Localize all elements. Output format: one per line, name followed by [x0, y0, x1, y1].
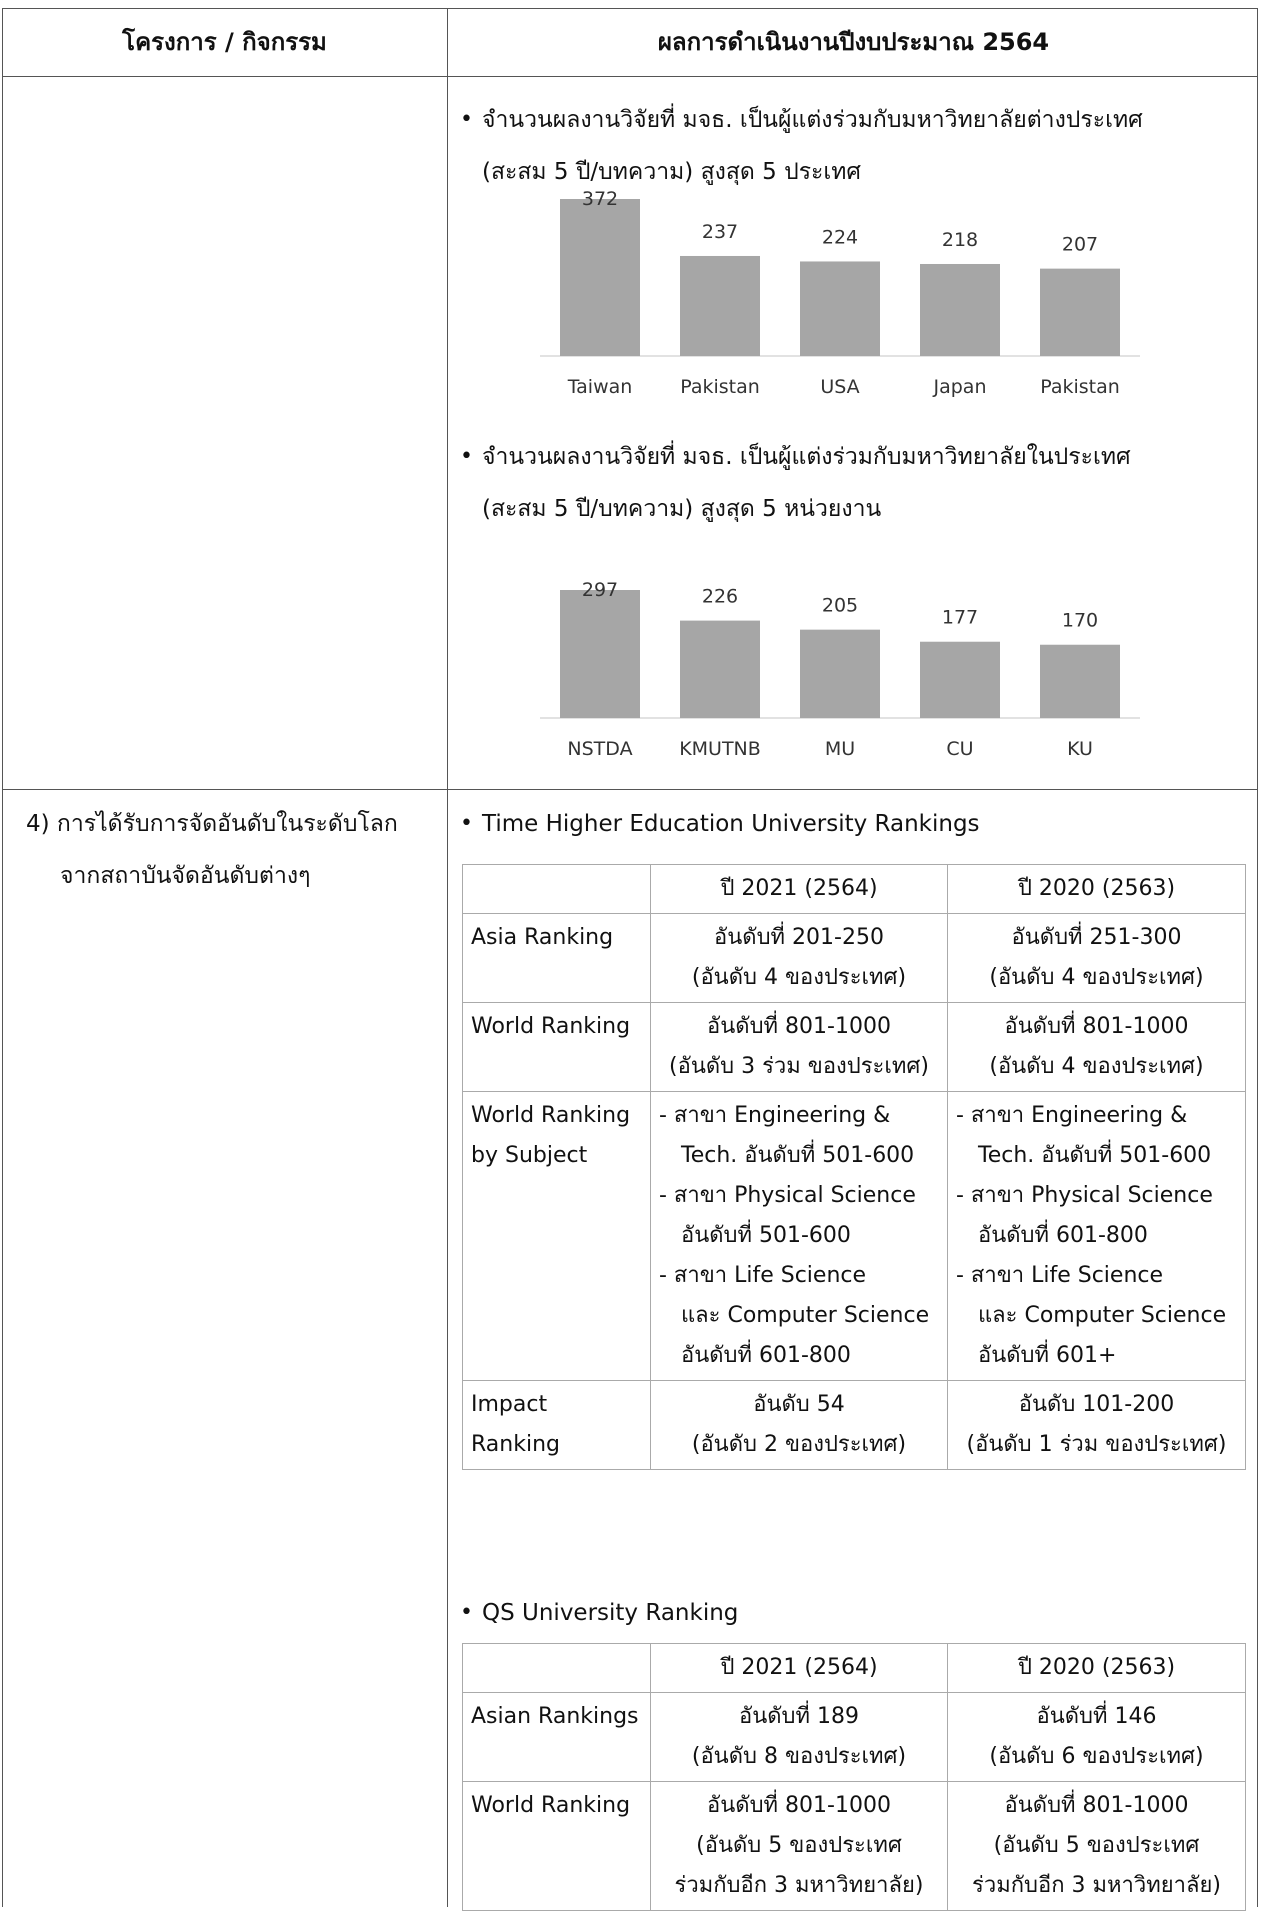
the-title: Time Higher Education University Ranking… — [482, 811, 980, 837]
qs-cell-2021: อันดับที่ 801-1000 (อันดับ 5 ของประเทศ ร่ว… — [650, 1781, 948, 1911]
tick-label-2: USA — [820, 376, 859, 398]
the-row: Impact Ranking อันดับ 54 (อันดับ 2 ของประเท… — [462, 1380, 1246, 1470]
column-divider — [447, 8, 448, 1907]
bar-2 — [800, 629, 880, 718]
the-cell-2021: - สาขา Engineering & Tech. อันดับที่ 501-… — [650, 1091, 948, 1381]
tick-label-2: MU — [825, 738, 855, 760]
the-row-label: World Ranking — [462, 1002, 651, 1092]
bar-0 — [560, 199, 640, 356]
data-label-0: 297 — [582, 579, 618, 601]
domestic-title-line1: จำนวนผลงานวิจัยที่ มจธ. เป็นผู้แต่งร่วมก… — [482, 444, 1131, 470]
tick-label-1: Pakistan — [680, 376, 760, 398]
bar-3 — [920, 263, 1000, 356]
tick-label-3: Japan — [933, 376, 987, 398]
bar-1 — [680, 620, 760, 718]
domestic-title-line2: (สะสม 5 ปี/บทความ) สูงสุด 5 หน่วยงาน — [482, 496, 882, 522]
item4-line1: 4) การได้รับการจัดอันดับในระดับโลก — [26, 811, 398, 837]
qs-row-label: Asian Rankings — [462, 1692, 651, 1782]
data-label-0: 372 — [582, 188, 618, 210]
the-row-label: Impact Ranking — [462, 1380, 651, 1470]
tick-label-0: NSTDA — [567, 738, 632, 760]
the-row: World Ranking อันดับที่ 801-1000 (อันดับ 3… — [462, 1002, 1246, 1092]
the-row-label: World Ranking by Subject — [462, 1091, 651, 1381]
the-row: World Ranking by Subject - สาขา Engineerin… — [462, 1091, 1246, 1381]
data-label-4: 170 — [1062, 610, 1098, 632]
header-divider — [2, 76, 1258, 77]
qs-title: QS University Ranking — [482, 1600, 739, 1626]
bullet-qs: • — [460, 1600, 473, 1625]
bullet-intl: • — [460, 107, 473, 132]
the-head-cell-0 — [462, 864, 651, 914]
intl-coauthor-bar-chart: 372 Taiwan 237 Pakistan 224 USA 218 Japan 207 Pak… — [540, 185, 1160, 405]
the-cell-2020: อันดับ 101-200 (อันดับ 1 ร่วม ของประเทศ) — [947, 1380, 1246, 1470]
tick-label-4: KU — [1067, 738, 1093, 760]
header-performance-2564: ผลการดำเนินงานปีงบประมาณ 2564 — [657, 28, 1050, 56]
bar-4 — [1040, 644, 1120, 718]
the-cell-2020: อันดับที่ 801-1000 (อันดับ 4 ของประเทศ) — [947, 1002, 1246, 1092]
data-label-1: 226 — [702, 586, 738, 608]
bar-0 — [560, 590, 640, 718]
the-cell-2021: อันดับ 54 (อันดับ 2 ของประเทศ) — [650, 1380, 948, 1470]
qs-row: World Ranking อันดับที่ 801-1000 (อันดับ 5… — [462, 1781, 1246, 1911]
the-row: Asia Ranking อันดับที่ 201-250 (อันดับ 4 ข… — [462, 913, 1246, 1003]
intl-chart-svg: 372 Taiwan 237 Pakistan 224 USA 218 Japan 207 Pak… — [540, 188, 1140, 398]
data-label-1: 237 — [702, 221, 738, 243]
tick-label-4: Pakistan — [1040, 376, 1120, 398]
qs-head-cell-1: ปี 2021 (2564) — [650, 1643, 948, 1693]
the-cell-2020: อันดับที่ 251-300 (อันดับ 4 ของประเทศ) — [947, 913, 1246, 1003]
the-cell-2020: - สาขา Engineering & Tech. อันดับที่ 501-… — [947, 1091, 1246, 1381]
qs-head-cell-0 — [462, 1643, 651, 1693]
the-head-cell-2: ปี 2020 (2563) — [947, 864, 1246, 914]
domestic-chart-svg: 297 NSTDA 226 KMUTNB 205 MU 177 CU 170 KU — [540, 579, 1140, 760]
bar-4 — [1040, 268, 1120, 356]
the-ranking-table: ปี 2021 (2564) ปี 2020 (2563) Asia Ranking… — [462, 864, 1246, 1470]
bar-3 — [920, 641, 1000, 718]
the-cell-2021: อันดับที่ 201-250 (อันดับ 4 ของประเทศ) — [650, 913, 948, 1003]
the-head-cell-1: ปี 2021 (2564) — [650, 864, 948, 914]
qs-head-cell-2: ปี 2020 (2563) — [947, 1643, 1246, 1693]
bullet-the: • — [460, 811, 473, 836]
item4-line2: จากสถาบันจัดอันดับต่างๆ — [60, 863, 311, 889]
data-label-4: 207 — [1062, 234, 1098, 256]
bar-2 — [800, 261, 880, 356]
data-label-3: 218 — [942, 229, 978, 251]
row-divider — [2, 789, 1258, 790]
the-header-row: ปี 2021 (2564) ปี 2020 (2563) — [462, 864, 1246, 914]
qs-cell-2020: อันดับที่ 801-1000 (อันดับ 5 ของประเทศ ร่ว… — [947, 1781, 1246, 1911]
intl-title-line2: (สะสม 5 ปี/บทความ) สูงสุด 5 ประเทศ — [482, 159, 862, 185]
data-label-2: 205 — [822, 595, 858, 617]
bar-1 — [680, 255, 760, 356]
qs-header-row: ปี 2021 (2564) ปี 2020 (2563) — [462, 1643, 1246, 1693]
qs-cell-2021: อันดับที่ 189 (อันดับ 8 ของประเทศ) — [650, 1692, 948, 1782]
header-project-activity: โครงการ / กิจกรรม — [122, 28, 327, 56]
qs-cell-2020: อันดับที่ 146 (อันดับ 6 ของประเทศ) — [947, 1692, 1246, 1782]
the-row-label: Asia Ranking — [462, 913, 651, 1003]
report-table-frame — [2, 8, 1258, 1907]
qs-ranking-table: ปี 2021 (2564) ปี 2020 (2563) Asian Rankin… — [462, 1643, 1246, 1911]
intl-title-line1: จำนวนผลงานวิจัยที่ มจธ. เป็นผู้แต่งร่วมก… — [482, 107, 1143, 133]
qs-row-label: World Ranking — [462, 1781, 651, 1911]
qs-row: Asian Rankings อันดับที่ 189 (อันดับ 8 ของ… — [462, 1692, 1246, 1782]
data-label-3: 177 — [942, 607, 978, 629]
data-label-2: 224 — [822, 226, 858, 248]
tick-label-0: Taiwan — [567, 376, 633, 398]
the-cell-2021: อันดับที่ 801-1000 (อันดับ 3 ร่วม ของประเ… — [650, 1002, 948, 1092]
tick-label-3: CU — [946, 738, 973, 760]
bullet-domestic: • — [460, 444, 473, 469]
domestic-coauthor-bar-chart: 297 NSTDA 226 KMUTNB 205 MU 177 CU 170 KU — [540, 545, 1160, 770]
tick-label-1: KMUTNB — [679, 738, 761, 760]
